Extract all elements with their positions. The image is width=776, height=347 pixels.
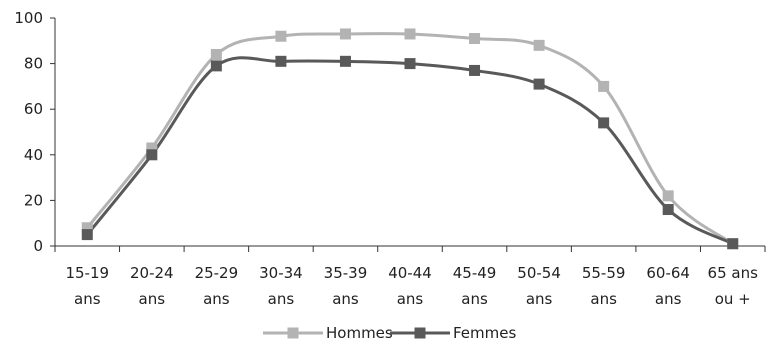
line-femmes xyxy=(86,56,734,246)
x-tick-label: 35-39 xyxy=(324,264,368,282)
x-tick-label: 25-29 xyxy=(195,264,239,282)
point-femmes xyxy=(533,78,545,90)
point-hommes xyxy=(339,28,351,40)
y-tick-label: 80 xyxy=(24,55,43,73)
series-markers xyxy=(81,28,739,250)
x-tick-label: 65 ans xyxy=(708,264,759,282)
point-hommes xyxy=(404,28,416,40)
y-tick-label: 40 xyxy=(24,146,43,164)
x-tick-label: ans xyxy=(139,290,166,308)
point-femmes xyxy=(81,229,93,241)
point-femmes xyxy=(339,55,351,67)
point-femmes xyxy=(146,149,158,161)
x-tick-label: ans xyxy=(655,290,682,308)
legend-marker-hommes xyxy=(287,327,299,339)
y-tick-label: 60 xyxy=(24,100,43,118)
x-tick-label: 15-19 xyxy=(65,264,109,282)
point-femmes xyxy=(662,204,674,216)
point-hommes xyxy=(662,190,674,202)
x-tick-label: ou + xyxy=(715,290,751,308)
y-tick-label: 100 xyxy=(14,9,43,27)
legend-label-hommes: Hommes xyxy=(326,324,393,342)
point-femmes xyxy=(275,55,287,67)
x-tick-label: ans xyxy=(397,290,424,308)
point-femmes xyxy=(404,58,416,70)
x-tick-label: 60-64 xyxy=(646,264,690,282)
legend: Hommes Femmes xyxy=(263,324,516,342)
point-hommes xyxy=(533,39,545,51)
y-tick-label: 0 xyxy=(33,237,43,255)
axes: 0 20 40 60 80 100 15-19 ans 20-24 ans 25-29 ans 30-3… xyxy=(14,9,766,308)
point-hommes xyxy=(81,222,93,234)
x-tick-label: ans xyxy=(526,290,553,308)
x-tick-label: 55-59 xyxy=(582,264,626,282)
x-tick-label: 30-34 xyxy=(259,264,303,282)
x-tick-label: ans xyxy=(332,290,359,308)
x-tick-label: ans xyxy=(461,290,488,308)
point-hommes xyxy=(210,48,222,60)
y-tick-label: 20 xyxy=(24,191,43,209)
point-hommes xyxy=(146,142,158,154)
x-tick-label: ans xyxy=(268,290,295,308)
x-tick-label: ans xyxy=(74,290,101,308)
point-femmes xyxy=(727,238,739,250)
x-tick-label: ans xyxy=(203,290,230,308)
point-femmes xyxy=(210,60,222,72)
point-hommes xyxy=(275,30,287,42)
point-femmes xyxy=(598,117,610,129)
legend-marker-femmes xyxy=(414,327,426,339)
point-femmes xyxy=(469,64,481,76)
legend-label-femmes: Femmes xyxy=(453,324,516,342)
x-tick-label: 40-44 xyxy=(388,264,432,282)
x-tick-label: 20-24 xyxy=(130,264,174,282)
point-hommes xyxy=(469,33,481,45)
x-tick-label: 50-54 xyxy=(517,264,561,282)
x-tick-label: 45-49 xyxy=(453,264,497,282)
x-tick-label: ans xyxy=(590,290,617,308)
point-hommes xyxy=(598,80,610,92)
